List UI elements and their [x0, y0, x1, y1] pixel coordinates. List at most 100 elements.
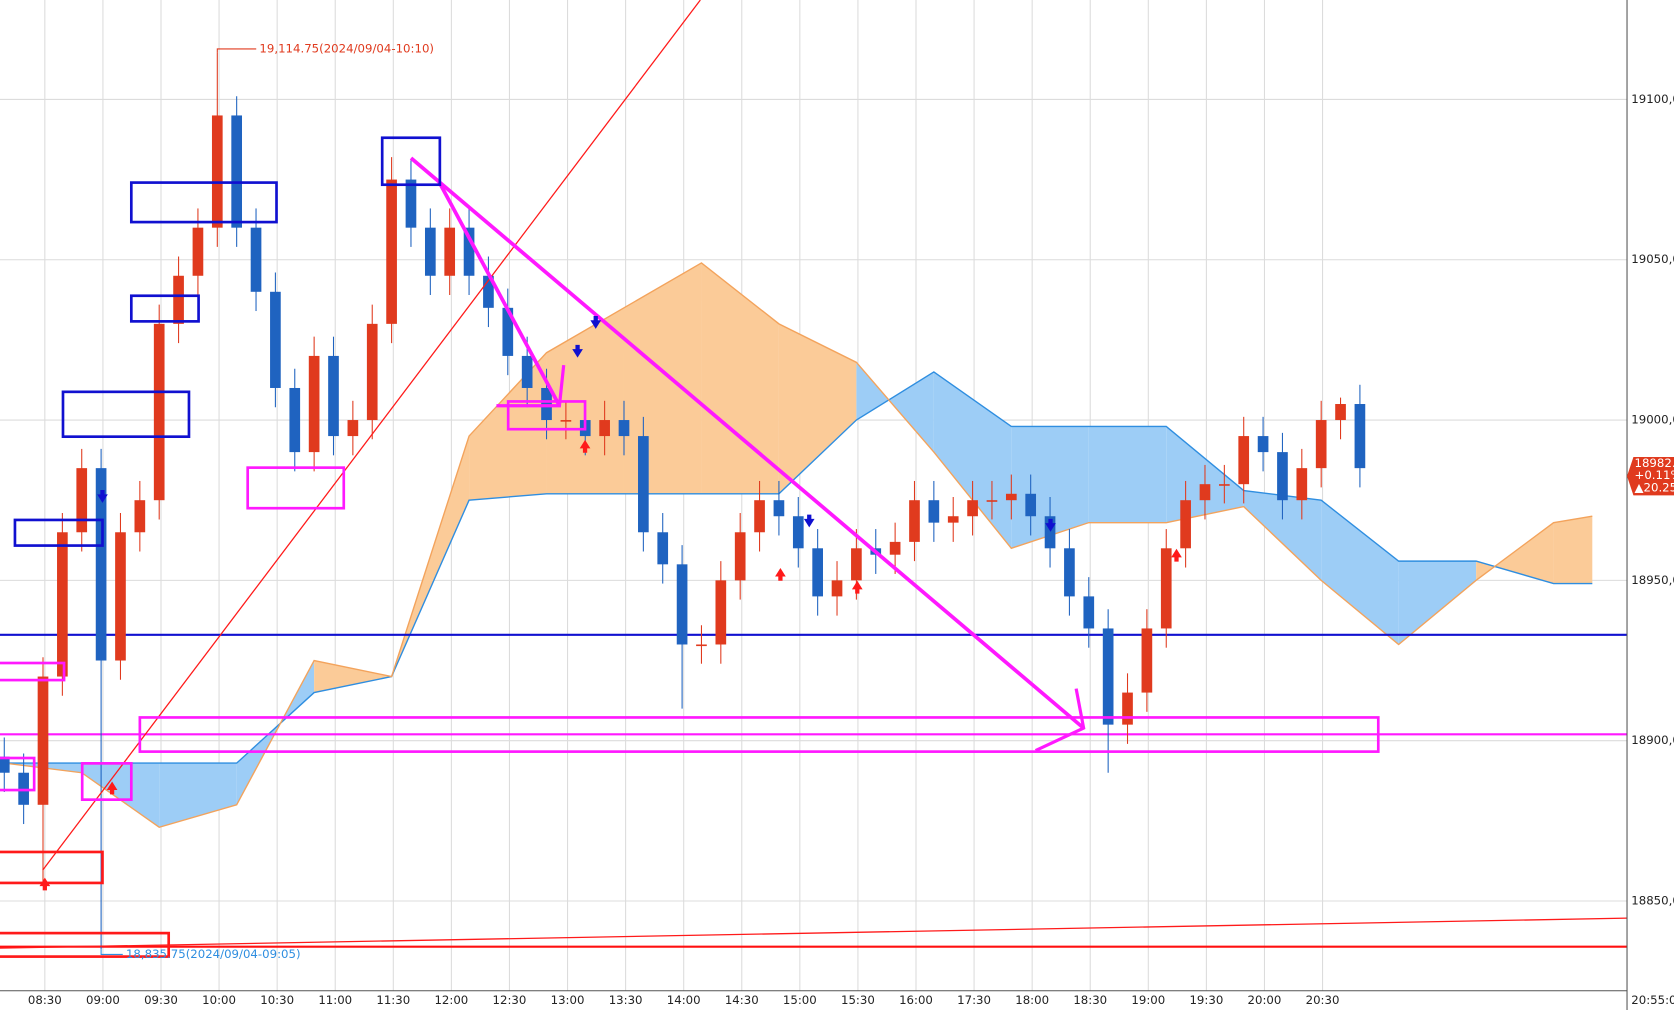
- candle-body: [599, 420, 610, 437]
- buy-signal: [39, 877, 51, 891]
- candle-body: [1238, 436, 1250, 485]
- candle-body: [192, 227, 204, 276]
- box: [0, 661, 66, 682]
- candle-body: [173, 275, 184, 324]
- cloud-fill: [1398, 561, 1477, 645]
- arrow-line: [409, 156, 1085, 730]
- candle-body: [618, 420, 630, 437]
- candle-body: [328, 355, 339, 437]
- cloud-fill: [778, 323, 857, 494]
- annotation: 19,114.75(2024/09/04-10:10): [259, 41, 434, 55]
- buy-signal: [106, 781, 118, 795]
- candle-body: [463, 227, 475, 276]
- cloud-fill: [1088, 426, 1167, 523]
- plot: [0, 52, 1366, 950]
- candle-body: [1296, 468, 1308, 501]
- candle-body: [1219, 484, 1230, 486]
- x-tick-label: 08:30: [28, 993, 62, 1007]
- candle-body: [754, 500, 765, 533]
- x-tick-label: 18:30: [1073, 993, 1107, 1007]
- x-tick-label: 20:00: [1248, 993, 1282, 1007]
- candle-body: [851, 548, 862, 581]
- x-tick-label: 09:00: [86, 993, 120, 1007]
- plot-under: [0, 0, 1628, 991]
- buy-signal: [851, 580, 863, 594]
- candle-body: [1354, 404, 1366, 469]
- candle-body: [657, 532, 669, 565]
- x-tick-label: 13:00: [551, 993, 585, 1007]
- x-tick-label: 16:00: [899, 993, 933, 1007]
- candle-body: [347, 420, 359, 437]
- x-tick-label: 09:30: [144, 993, 178, 1007]
- trend-line: [0, 917, 1628, 949]
- cloud-line: [4, 371, 1593, 764]
- box: [246, 466, 346, 510]
- candle-body: [928, 500, 940, 523]
- arrow-line: [436, 178, 562, 407]
- x-tick-label: 11:00: [318, 993, 352, 1007]
- time-box: [1629, 991, 1674, 1009]
- price-box-label: +0.11%: [1634, 468, 1674, 482]
- y-tick-label: 19000,00: [1631, 413, 1674, 427]
- y-tick-label: 18950,00: [1631, 573, 1674, 587]
- sell-signal: [590, 316, 602, 329]
- y-tick-label: 18850,00: [1631, 893, 1674, 907]
- y-tick-label: 19100,00: [1631, 92, 1674, 106]
- annotation-leader: [100, 949, 123, 955]
- candle-body: [1044, 516, 1056, 549]
- y-tick-label: 18900,00: [1631, 733, 1674, 747]
- candle-body: [1180, 500, 1191, 549]
- candle-body: [153, 323, 165, 501]
- candle-body: [889, 541, 901, 555]
- candle-body: [831, 580, 843, 597]
- candle-body: [1083, 596, 1095, 629]
- x-tick-label: 15:30: [841, 993, 875, 1007]
- box: [506, 400, 587, 431]
- candle-body: [967, 500, 978, 517]
- x-tick-label: 13:30: [609, 993, 643, 1007]
- box: [61, 390, 191, 439]
- candle-body: [250, 227, 262, 292]
- candle-body: [57, 532, 68, 677]
- candle-body: [366, 323, 378, 421]
- x-tick-label: 10:00: [202, 993, 236, 1007]
- candle-body: [986, 500, 998, 502]
- annotation-leader: [216, 48, 257, 53]
- x-tick-label: 14:00: [667, 993, 701, 1007]
- box: [129, 294, 200, 323]
- x-tick-label: 15:00: [783, 993, 817, 1007]
- candle-body: [696, 644, 707, 647]
- candle-body: [1277, 452, 1288, 501]
- box: [13, 518, 104, 547]
- x-tick-label: 19:00: [1131, 993, 1165, 1007]
- candle-body: [1335, 404, 1346, 421]
- candle-body: [115, 532, 126, 661]
- candle-body: [386, 179, 397, 324]
- box: [0, 931, 171, 958]
- x-tick-label: 12:00: [434, 993, 468, 1007]
- cloud-fill: [1321, 500, 1399, 645]
- candle-body: [37, 676, 49, 805]
- candle-body: [0, 756, 10, 773]
- annotation: 18,835.75(2024/09/04-09:05): [126, 947, 301, 961]
- candle-body: [1257, 436, 1269, 453]
- candle-body: [1141, 628, 1153, 693]
- candle-body: [270, 291, 281, 388]
- box: [0, 756, 36, 792]
- candle-body: [560, 420, 572, 422]
- candle-body: [541, 387, 552, 421]
- candle-body: [812, 548, 823, 597]
- candle-body: [424, 227, 436, 276]
- x-tick-label: 19:30: [1189, 993, 1223, 1007]
- candle-body: [483, 275, 494, 308]
- x-tick-label: 11:30: [376, 993, 410, 1007]
- arrow-head: [496, 364, 566, 408]
- x-tick-label: 18:00: [1015, 993, 1049, 1007]
- candle-body: [909, 500, 920, 542]
- candle-body: [676, 564, 688, 645]
- buy-signal: [1171, 548, 1182, 562]
- candle-body: [734, 532, 746, 581]
